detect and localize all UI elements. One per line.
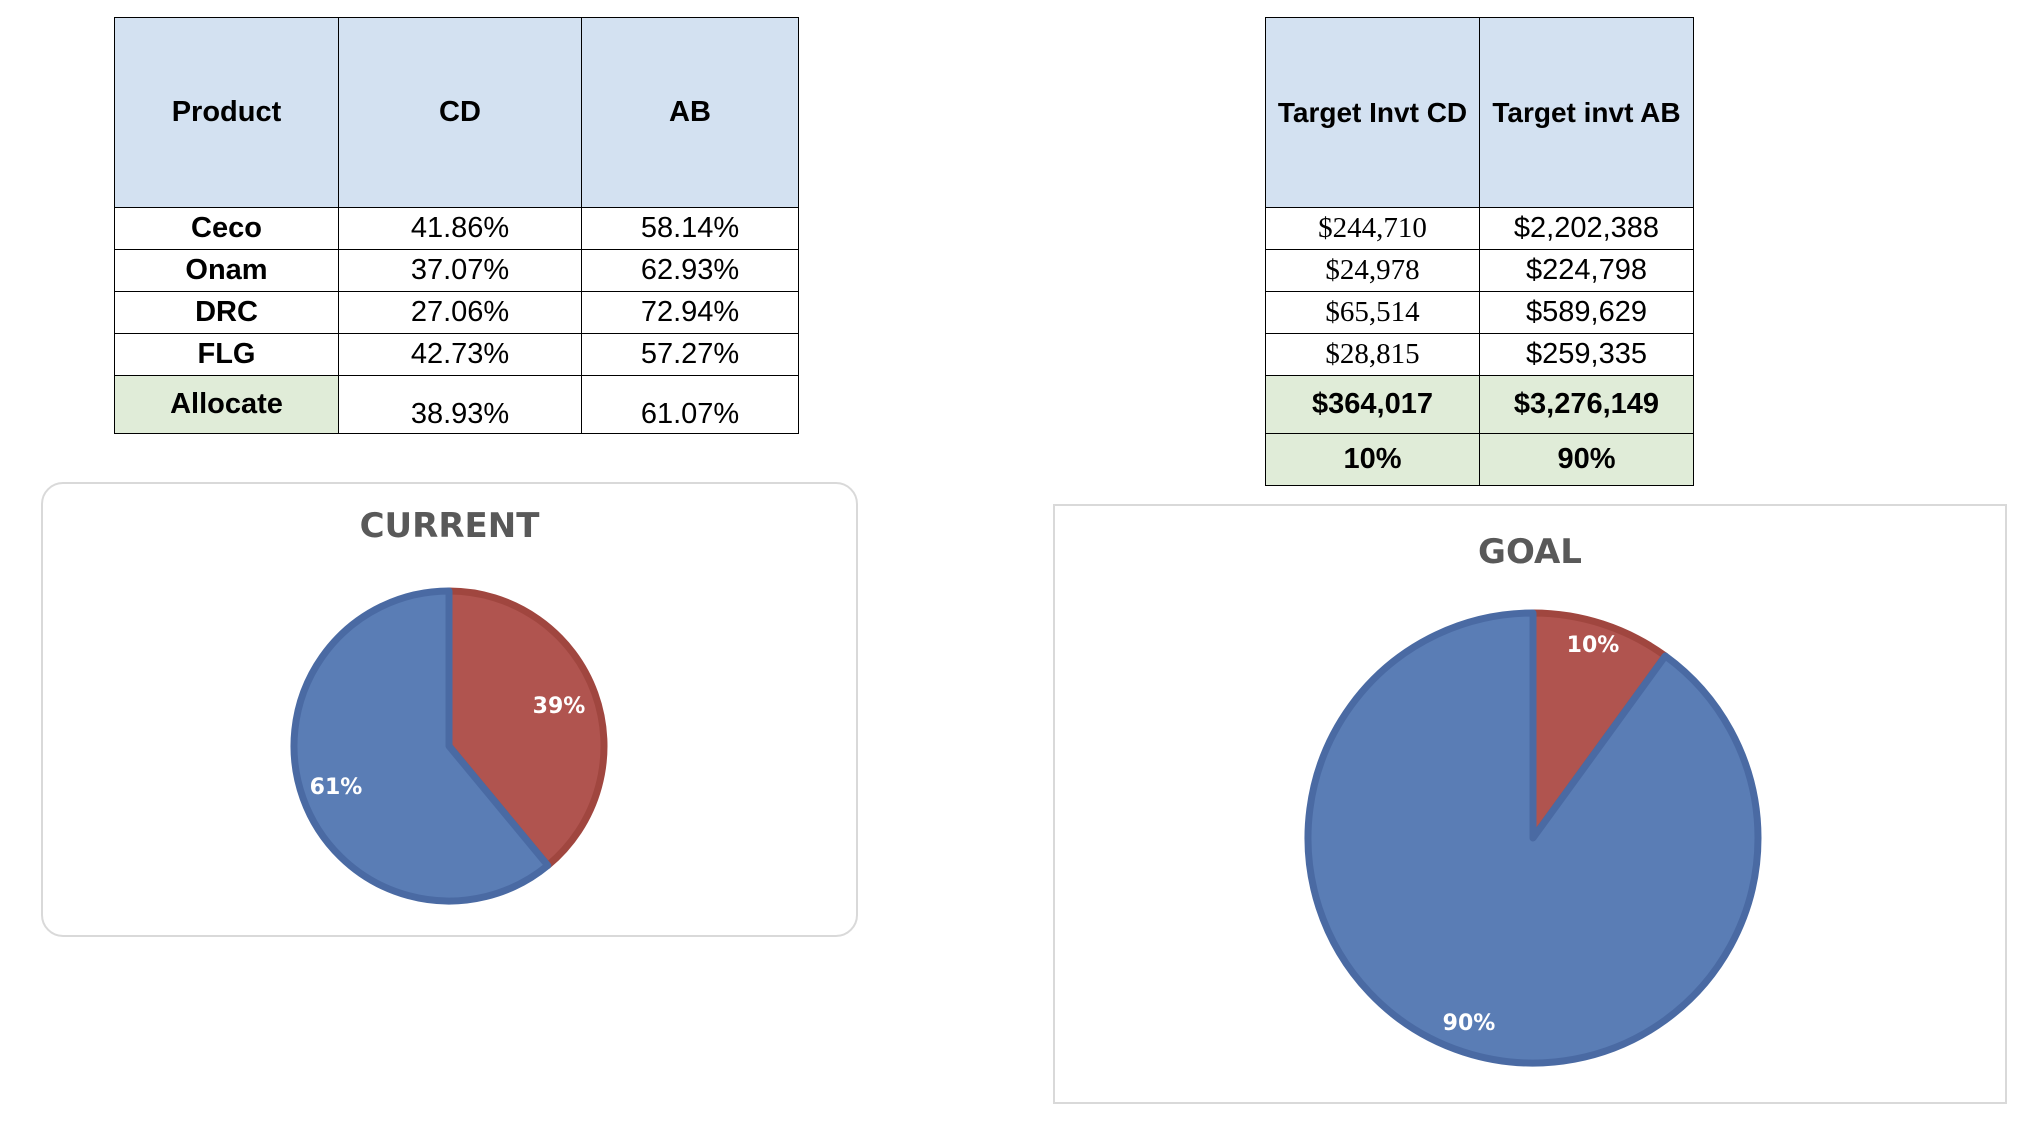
table-row: Onam 37.07% 62.93% <box>114 249 799 292</box>
header-ab: AB <box>581 17 799 208</box>
target-ab-value: $259,335 <box>1479 333 1694 376</box>
header-product: Product <box>114 17 339 208</box>
header-target-cd: Target Invt CD <box>1265 17 1480 208</box>
total-cd: $364,017 <box>1265 375 1480 434</box>
allocation-table: Product CD AB Ceco 41.86% 58.14% Onam 37… <box>114 17 799 434</box>
target-inventory-table: Target Invt CD Target invt AB $244,710 $… <box>1265 17 1694 486</box>
product-name: Onam <box>114 249 339 292</box>
product-name: Ceco <box>114 207 339 250</box>
table-row: $65,514 $589,629 <box>1265 291 1694 334</box>
ab-value: 57.27% <box>581 333 799 376</box>
table-row: $244,710 $2,202,388 <box>1265 207 1694 250</box>
allocate-cd: 38.93% <box>338 375 582 434</box>
cd-slice-label: 39% <box>533 694 586 719</box>
table-header-row: Product CD AB <box>114 17 799 208</box>
cd-slice <box>445 587 608 869</box>
current-pie-chart: CURRENT 39% 61% <box>41 482 858 937</box>
allocate-row: Allocate 38.93% 61.07% <box>114 375 799 434</box>
table-row: FLG 42.73% 57.27% <box>114 333 799 376</box>
header-target-ab: Target invt AB <box>1479 17 1694 208</box>
table-row: $24,978 $224,798 <box>1265 249 1694 292</box>
percent-row: 10% 90% <box>1265 433 1694 486</box>
pct-cd: 10% <box>1265 433 1480 486</box>
target-cd-value: $244,710 <box>1265 207 1480 250</box>
allocate-label: Allocate <box>114 375 339 434</box>
current-pie-svg: 39% 61% <box>290 587 608 905</box>
goal-pie-svg: 10% 90% <box>1304 609 1762 1067</box>
cd-slice <box>1529 609 1669 842</box>
cd-value: 42.73% <box>338 333 582 376</box>
cd-value: 37.07% <box>338 249 582 292</box>
chart-title-goal: GOAL <box>1478 532 1582 572</box>
product-name: DRC <box>114 291 339 334</box>
pct-ab: 90% <box>1479 433 1694 486</box>
goal-pie-chart: GOAL 10% 90% <box>1053 504 2007 1104</box>
total-ab: $3,276,149 <box>1479 375 1694 434</box>
table-row: Ceco 41.86% 58.14% <box>114 207 799 250</box>
cd-value: 27.06% <box>338 291 582 334</box>
target-cd-value: $65,514 <box>1265 291 1480 334</box>
ab-slice-label: 90% <box>1443 1011 1496 1036</box>
table-row: DRC 27.06% 72.94% <box>114 291 799 334</box>
ab-slice <box>290 587 552 905</box>
ab-slice-label: 61% <box>310 775 363 800</box>
header-cd: CD <box>338 17 582 208</box>
product-name: FLG <box>114 333 339 376</box>
target-ab-value: $224,798 <box>1479 249 1694 292</box>
table-row: $28,815 $259,335 <box>1265 333 1694 376</box>
table-header-row: Target Invt CD Target invt AB <box>1265 17 1694 208</box>
cd-value: 41.86% <box>338 207 582 250</box>
chart-title-current: CURRENT <box>359 506 540 546</box>
allocate-ab: 61.07% <box>581 375 799 434</box>
ab-slice <box>1304 609 1762 1067</box>
ab-value: 58.14% <box>581 207 799 250</box>
ab-value: 72.94% <box>581 291 799 334</box>
cd-slice-label: 10% <box>1567 633 1620 658</box>
total-row: $364,017 $3,276,149 <box>1265 375 1694 434</box>
target-ab-value: $2,202,388 <box>1479 207 1694 250</box>
target-cd-value: $24,978 <box>1265 249 1480 292</box>
target-ab-value: $589,629 <box>1479 291 1694 334</box>
ab-value: 62.93% <box>581 249 799 292</box>
target-cd-value: $28,815 <box>1265 333 1480 376</box>
